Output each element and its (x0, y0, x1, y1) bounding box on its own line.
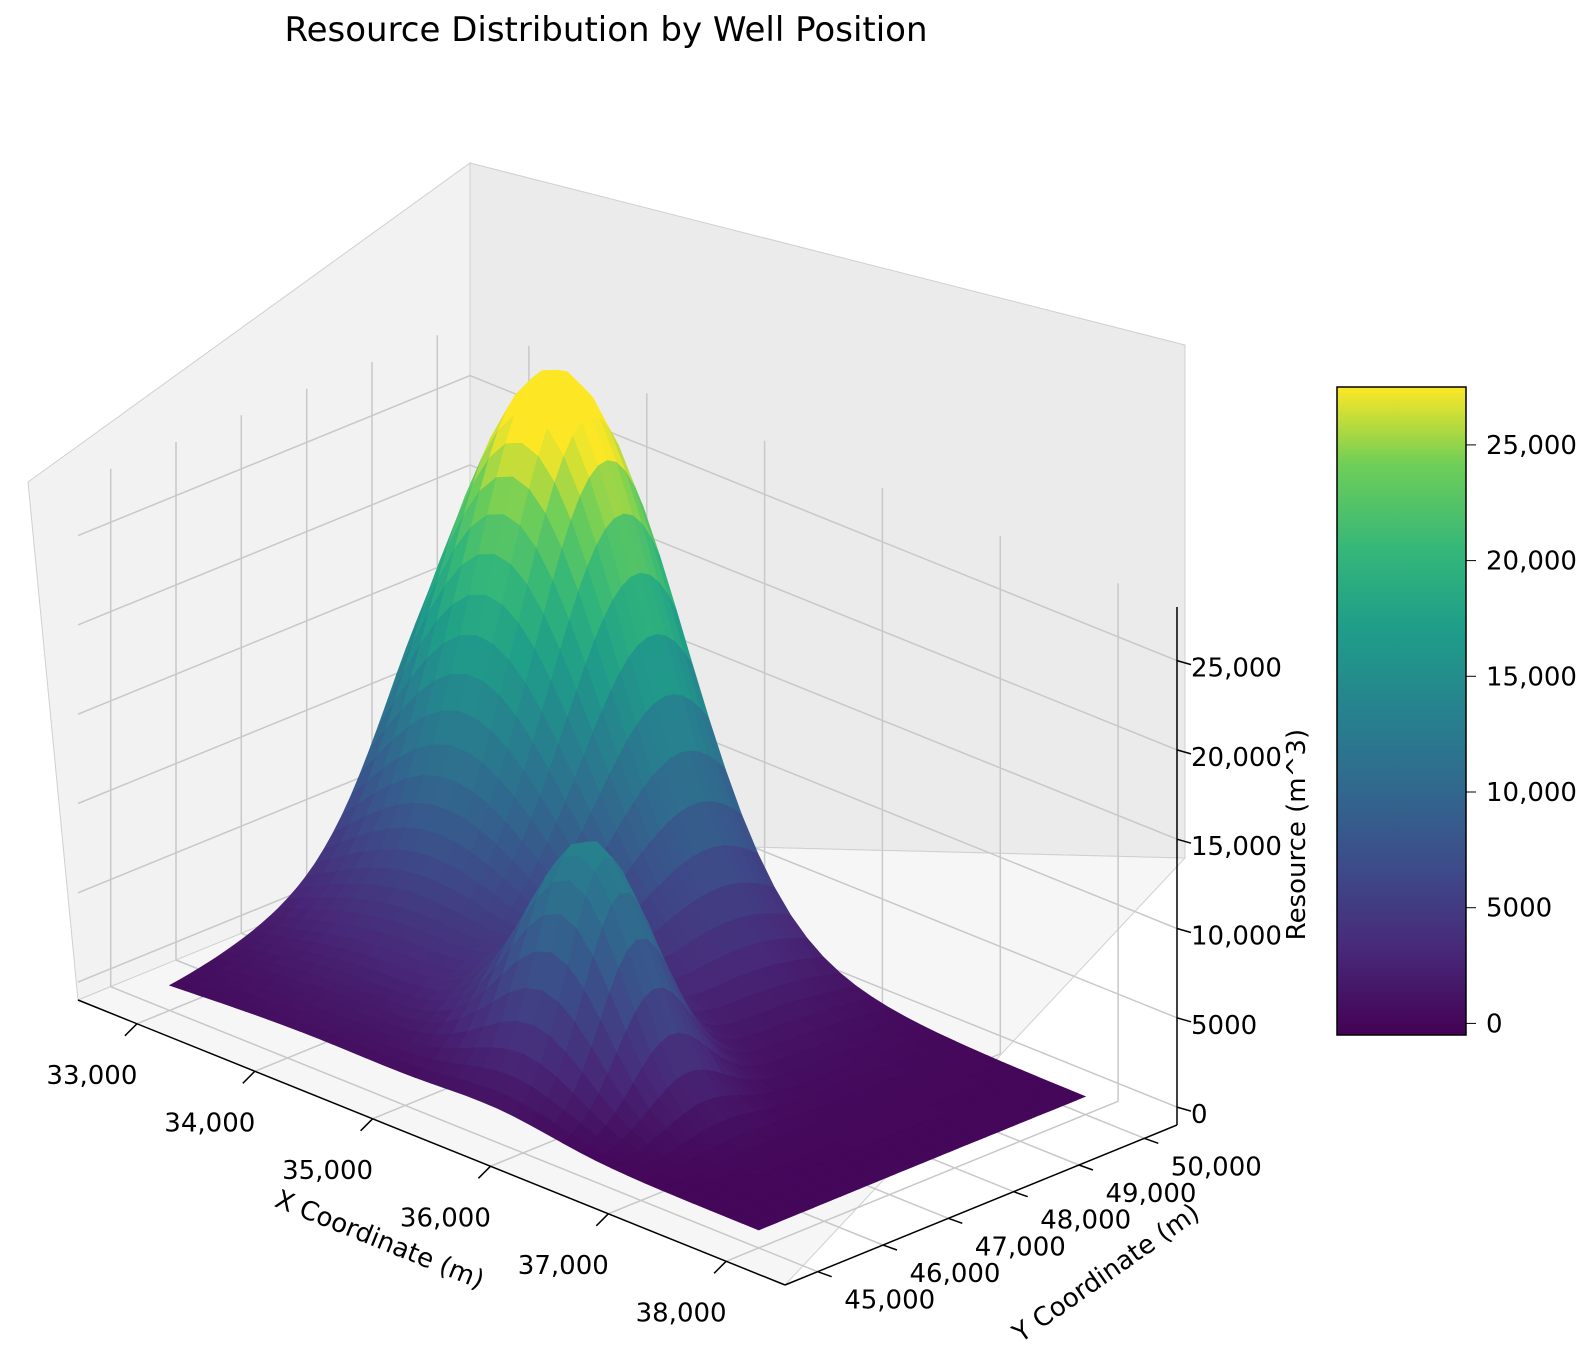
y-tick (1013, 1190, 1028, 1198)
x-tick-label: 34,000 (164, 1108, 255, 1138)
z-tick (1176, 1106, 1192, 1112)
x-tick (242, 1070, 256, 1084)
x-tick (713, 1260, 727, 1274)
colorbar-tick-label: 0 (1486, 1009, 1503, 1039)
x-tick (360, 1118, 374, 1132)
surface-mesh (168, 369, 1087, 1231)
z-grid-left (77, 374, 471, 537)
x-tick-label: 37,000 (518, 1251, 609, 1281)
x-tick (595, 1213, 609, 1227)
colorbar: 0 5000 10,000 15,000 20,000 25,000 (1336, 386, 1577, 1039)
x-tick (124, 1023, 138, 1037)
y-tick-label: 46,000 (910, 1259, 1001, 1289)
x-tick-label: 36,000 (400, 1203, 491, 1233)
y-tick (1144, 1137, 1159, 1145)
axis-lines (77, 607, 1192, 1286)
z-grid-left (77, 553, 471, 715)
x-tick (477, 1165, 491, 1179)
y-tick-label: 48,000 (1040, 1206, 1131, 1236)
z-tick (1176, 659, 1192, 666)
z-tick-label: 0 (1191, 1100, 1208, 1130)
colorbar-tick-label: 10,000 (1486, 778, 1577, 808)
z-tick-label: 25,000 (1191, 654, 1282, 684)
colorbar-gradient (1336, 386, 1467, 1036)
y-tick-label: 49,000 (1106, 1179, 1197, 1209)
y-tick-label: 47,000 (975, 1232, 1066, 1262)
colorbar-tick-label: 15,000 (1486, 662, 1577, 692)
x-tick-label: 38,000 (636, 1298, 727, 1328)
y-tick (817, 1270, 832, 1278)
colorbar-tick-label: 5000 (1486, 894, 1552, 924)
y-tick-label: 45,000 (844, 1286, 935, 1316)
y-tick (1078, 1164, 1094, 1171)
y-tick-label: 50,000 (1171, 1152, 1262, 1182)
z-tick-label: 15,000 (1191, 832, 1282, 862)
surface-facet (741, 1219, 769, 1231)
x-axis-title: X Coordinate (m) (271, 1184, 489, 1295)
z-tick (1176, 1017, 1192, 1023)
chart-title: Resource Distribution by Well Position (284, 10, 928, 50)
z-tick-label: 20,000 (1191, 743, 1282, 773)
x-tick-label: 35,000 (282, 1156, 373, 1186)
y-axis-line (784, 1124, 1178, 1286)
z-tick (1176, 749, 1192, 755)
x-tick-label: 33,000 (46, 1061, 137, 1091)
colorbar-tick-label: 25,000 (1486, 431, 1577, 461)
z-axis-title: Resource (m^3) (1282, 729, 1312, 940)
x-axis-line (77, 999, 786, 1286)
z-tick-label: 5000 (1191, 1011, 1257, 1041)
x-grid-floor (725, 1100, 1119, 1262)
y-tick (882, 1244, 898, 1251)
colorbar-tick-label: 20,000 (1486, 547, 1577, 577)
z-tick (1176, 838, 1192, 844)
z-grid-left (77, 464, 471, 626)
y-grid-floor (110, 986, 818, 1273)
y-tick (948, 1217, 963, 1225)
z-tick (1176, 927, 1192, 934)
z-tick-label: 10,000 (1191, 922, 1282, 952)
